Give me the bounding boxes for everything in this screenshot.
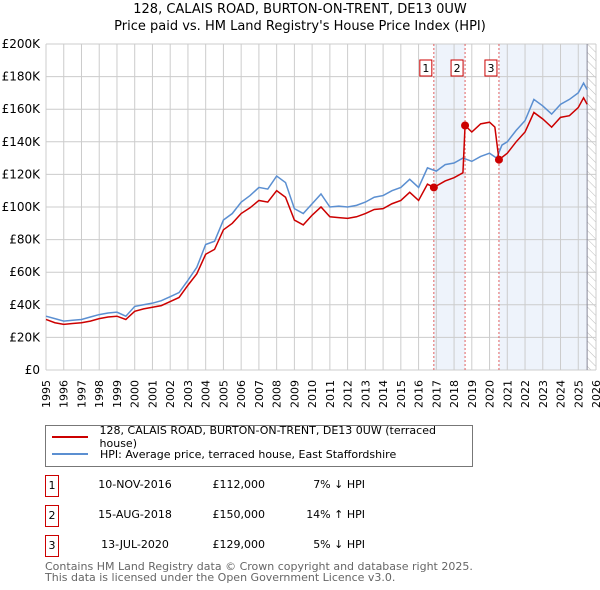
sale-label-box: 3 — [484, 59, 498, 77]
x-tick-label: 2009 — [288, 380, 301, 408]
x-tick-label: 2015 — [395, 380, 408, 408]
x-tick-label: 1999 — [111, 380, 124, 408]
x-tick-label: 2003 — [182, 380, 195, 408]
legend-item-property: 128, CALAIS ROAD, BURTON-ON-TRENT, DE13 … — [52, 424, 472, 450]
sale-date: 10-NOV-2016 — [98, 478, 172, 491]
y-tick-label: £120K — [2, 167, 42, 181]
legend-label: HPI: Average price, terraced house, East… — [100, 447, 397, 461]
sale-number: 3 — [45, 535, 59, 557]
y-tick-label: £0 — [25, 363, 40, 377]
hpi-line — [45, 81, 588, 322]
x-tick-label: 2001 — [146, 380, 159, 408]
y-tick-label: £140K — [2, 135, 42, 149]
x-tick-label: 1997 — [75, 380, 88, 408]
x-tick-label: 2018 — [448, 380, 461, 408]
sale-number: 1 — [45, 475, 59, 497]
sale-hpi-diff: 5% ↓ HPI — [313, 538, 365, 551]
sale-point — [494, 155, 503, 164]
x-tick-label: 2000 — [129, 380, 142, 408]
x-tick-label: 2008 — [271, 380, 284, 408]
sale-label-number: 2 — [454, 62, 461, 75]
line-chart: 1995 1996 1997 1998 1999 2000 2001 2002 2003 2004… — [2, 37, 600, 408]
chart-title: 128, CALAIS ROAD, BURTON-ON-TRENT, DE13 … — [133, 2, 467, 17]
sale-price: £150,000 — [212, 508, 266, 521]
x-tick-label: 1996 — [58, 380, 71, 408]
sale-date: 15-AUG-2018 — [98, 508, 172, 521]
sale-label-box: 1 — [419, 59, 433, 77]
footer-line: This data is licensed under the Open Gov… — [45, 571, 396, 584]
x-tick-label: 2020 — [484, 380, 497, 408]
legend-label: 128, CALAIS ROAD, BURTON-ON-TRENT, DE13 … — [99, 424, 436, 450]
legend-item-hpi: HPI: Average price, terraced house, East… — [52, 447, 396, 461]
sale-number: 2 — [45, 505, 59, 527]
x-tick-label: 1998 — [93, 380, 106, 408]
sale-date: 13-JUL-2020 — [101, 538, 169, 551]
y-tick-label: £180K — [2, 70, 42, 84]
y-tick-label: £60K — [9, 265, 41, 279]
sale-label-border — [450, 59, 464, 77]
y-tick-label: £160K — [2, 102, 42, 116]
y-tick-label: £40K — [9, 298, 41, 312]
x-tick-label: 2010 — [306, 380, 319, 408]
sale-label-number: 3 — [487, 62, 494, 75]
x-tick-label: 2025 — [572, 380, 585, 408]
footer-line: Contains HM Land Registry data © Crown c… — [45, 560, 473, 573]
sale-label-border — [419, 59, 433, 77]
x-tick-label: 2012 — [342, 380, 355, 408]
x-tick-label: 2017 — [430, 380, 443, 408]
y-tick-label: £100K — [2, 200, 42, 214]
x-tick-label: 2007 — [253, 380, 266, 408]
x-tick-label: 2026 — [590, 380, 600, 408]
x-tick-label: 2013 — [359, 380, 372, 408]
x-tick-label: 2022 — [519, 380, 532, 408]
legend: 128, CALAIS ROAD, BURTON-ON-TRENT, DE13 … — [45, 424, 473, 467]
x-tick-label: 2002 — [164, 380, 177, 408]
x-tick-label: 2011 — [324, 380, 337, 408]
sale-hpi-diff: 14% ↑ HPI — [306, 508, 365, 521]
x-tick-label: 2021 — [501, 380, 514, 408]
sale-label-border — [484, 59, 498, 77]
x-tick-label: 1995 — [40, 380, 53, 408]
sale-price: £112,000 — [212, 478, 266, 491]
sale-label-box: 2 — [450, 59, 464, 77]
y-tick-label: £80K — [9, 233, 41, 247]
sale-price: £129,000 — [212, 538, 266, 551]
chart-subtitle: Price paid vs. HM Land Registry's House … — [114, 19, 486, 34]
x-tick-label: 2014 — [377, 380, 390, 408]
x-tick-label: 2006 — [235, 380, 248, 408]
sale-hpi-diff: 7% ↓ HPI — [313, 478, 365, 491]
sale-point — [461, 121, 470, 130]
x-tick-label: 2016 — [413, 380, 426, 408]
x-tick-label: 2023 — [537, 380, 550, 408]
y-tick-label: £20K — [9, 330, 41, 344]
x-tick-label: 2019 — [466, 380, 479, 408]
x-tick-label: 2024 — [555, 380, 568, 408]
y-tick-label: £200K — [2, 37, 42, 51]
footer: Contains HM Land Registry data © Crown c… — [45, 561, 473, 583]
x-tick-label: 2004 — [200, 380, 213, 408]
sale-point — [429, 183, 438, 192]
x-tick-label: 2005 — [217, 380, 230, 408]
sale-label-number: 1 — [422, 62, 429, 75]
